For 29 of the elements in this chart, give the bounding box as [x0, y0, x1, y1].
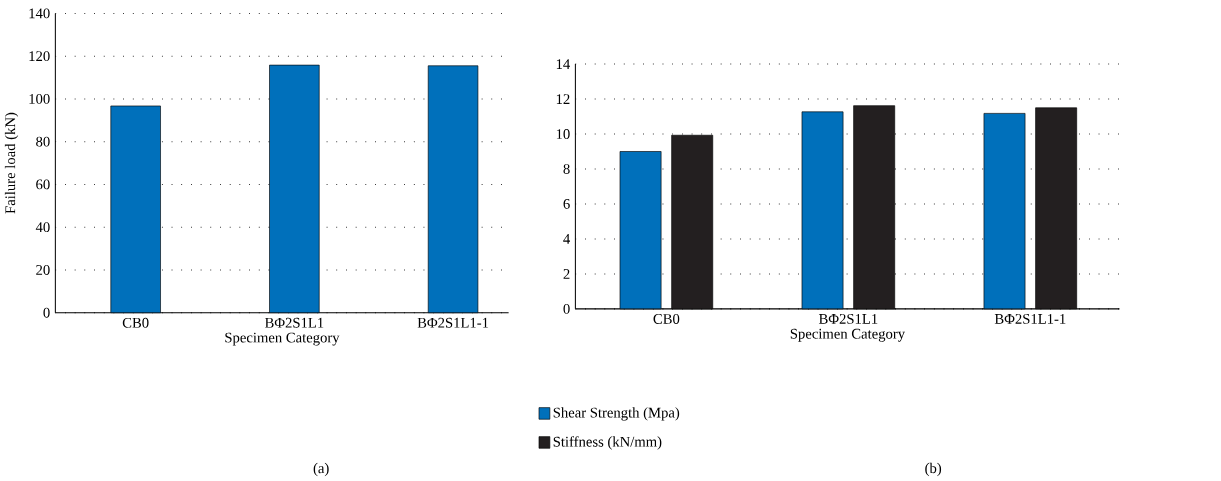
y-tick-label: 4: [563, 234, 571, 244]
y-tick-label: 10: [556, 129, 570, 139]
x-axis-title: Specimen Category: [790, 328, 906, 342]
text: (b): [925, 462, 942, 477]
y-tick-label: 140: [29, 8, 50, 19]
legend-label: Stiffness (kN/mm): [553, 436, 662, 450]
x-tick-label: BΦ2S1L1-1: [417, 317, 489, 328]
y-tick-label: 120: [29, 51, 50, 62]
y-tick-label: 2: [563, 269, 570, 279]
y-tick-label: 80: [36, 136, 50, 147]
x-tick-label: CB0: [122, 317, 149, 328]
x-tick-label: BΦ2S1L1: [264, 317, 324, 328]
x-tick-label: BΦ2S1L1: [818, 314, 878, 324]
x-tick-label: BΦ2S1L1-1: [994, 314, 1066, 324]
y-tick-label: 0: [563, 303, 570, 314]
y-tick-label: 20: [36, 264, 50, 275]
y-tick-label: 0: [43, 307, 50, 318]
y-tick-label: 14: [556, 59, 571, 69]
text: (a): [313, 462, 329, 477]
y-tick-label: 6: [563, 199, 570, 209]
y-tick-label: 60: [36, 179, 50, 190]
x-tick-label: CB0: [653, 314, 680, 324]
y-axis-title: Failure load (kN): [4, 112, 19, 214]
y-tick-label: 40: [35, 222, 50, 233]
x-axis-title: Specimen Category: [225, 332, 340, 346]
y-tick-label: 12: [556, 94, 570, 104]
y-tick-label: 100: [29, 93, 50, 104]
legend-label: Shear Strength (Mpa): [553, 407, 680, 421]
y-tick-label: 8: [563, 164, 570, 174]
